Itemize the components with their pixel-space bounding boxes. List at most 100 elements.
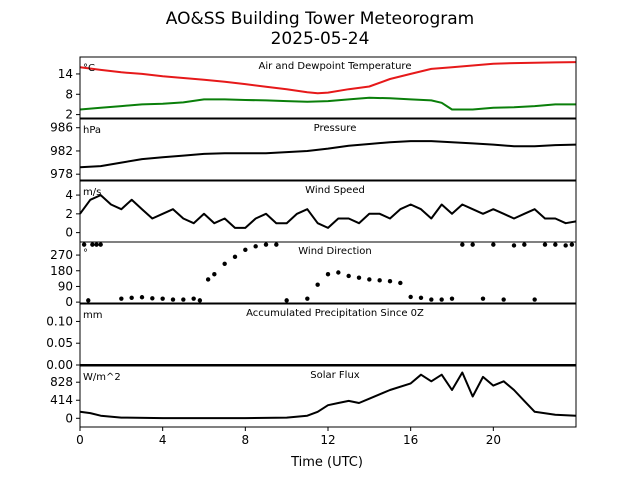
panel-4-point — [263, 242, 269, 247]
panel-1-series-line-1 — [79, 61, 577, 95]
panel-4-point — [243, 247, 248, 253]
panel-4-point — [439, 297, 444, 302]
panel-4-point — [197, 298, 203, 303]
panel-4-point — [253, 244, 258, 249]
panel-1-y-tick-label: 2 — [65, 108, 73, 122]
panel-4-point — [305, 296, 310, 301]
panel-6-y-tick-label: 414 — [50, 393, 73, 407]
panel-3-y-tick-label: 4 — [65, 188, 73, 202]
x-tick-label: 4 — [159, 433, 167, 447]
panel-1-y-tick-label: 14 — [58, 67, 73, 81]
panel-6-y-tick-label: 828 — [50, 375, 73, 389]
x-tick-label: 12 — [320, 433, 335, 447]
panel-4-point — [563, 243, 568, 248]
panel-6-title: Solar Flux — [310, 370, 360, 381]
panel-4-point — [449, 296, 455, 301]
panel-2-y-tick-label: 978 — [50, 167, 73, 181]
panel-5-title: Accumulated Precipitation Since 0Z — [246, 308, 424, 319]
panel-5-frame — [79, 303, 577, 366]
panel-4-unit-label: ° — [83, 248, 88, 259]
panel-4-point — [90, 242, 95, 247]
panels-group: 2 8 14 Air and Dewpoint Temperature °C 978 982… — [46, 56, 577, 447]
panel-2-series-line-1 — [79, 140, 577, 169]
panel-4-title: Wind Direction — [298, 246, 372, 257]
panel-4-point — [522, 242, 527, 247]
panel-1-unit-label: °C — [83, 63, 95, 74]
panel-4-point — [356, 275, 362, 280]
panel-5-y-tick-label: 0.00 — [46, 358, 73, 372]
panel-5-unit-label: mm — [83, 310, 102, 321]
panel-4-point — [429, 297, 434, 302]
panel-4-point — [205, 277, 211, 282]
panel-1-y-tick-label: 8 — [65, 87, 73, 101]
panel-4-point — [542, 242, 548, 247]
panel-4-y-tick-label: 270 — [50, 248, 73, 262]
panel-4-point — [315, 282, 320, 287]
panel-4-y-tick-label: 0 — [65, 295, 73, 309]
panel-4-point — [346, 273, 351, 279]
panel-4-point — [408, 294, 413, 300]
panel-4-point — [119, 296, 124, 301]
panel-3-unit-label: m/s — [83, 187, 101, 198]
panel-2-title: Pressure — [314, 123, 357, 134]
panel-4-point — [532, 297, 537, 302]
panel-4-point — [480, 296, 486, 301]
panel-3-y-tick-label: 2 — [65, 207, 73, 221]
figure-title-line1: AO&SS Building Tower Meteorogram — [166, 9, 474, 29]
panel-3-title: Wind Speed — [305, 185, 365, 196]
panel-4-point — [94, 242, 99, 247]
panel-3-y-tick-label: 0 — [65, 226, 73, 240]
panel-4-point — [81, 242, 87, 247]
panel-4-point — [129, 295, 134, 300]
panel-4-point — [336, 270, 341, 275]
panel-2-y-tick-label: 982 — [50, 144, 73, 158]
x-tick-label: 16 — [403, 433, 418, 447]
panel-4-point — [553, 242, 558, 247]
panel-4-point — [569, 242, 575, 247]
panel-4-point — [460, 242, 465, 247]
panel-6-unit-label: W/m^2 — [83, 372, 121, 383]
panel-4-point — [222, 261, 227, 266]
panel-4-point — [284, 298, 289, 303]
panel-4-point — [387, 279, 393, 284]
panel-4-point — [170, 297, 176, 302]
panel-2-frame — [79, 118, 577, 181]
panel-1-frame — [79, 56, 577, 119]
panel-1-series-line-2 — [79, 96, 576, 111]
panel-4-point — [86, 298, 91, 303]
panel-6-y-tick-label: 0 — [65, 411, 73, 425]
x-tick-label: 20 — [486, 433, 501, 447]
panel-2-y-tick-label: 986 — [50, 121, 73, 135]
panel-4-point — [160, 296, 165, 301]
x-tick-label: 0 — [76, 433, 84, 447]
panel-1-title: Air and Dewpoint Temperature — [259, 61, 412, 72]
panel-4-point — [367, 277, 372, 282]
panel-4-point — [274, 242, 279, 247]
panel-4-point — [191, 296, 196, 301]
panel-4-point — [398, 280, 403, 286]
panel-4-point — [181, 297, 186, 302]
panel-4-point — [232, 254, 238, 260]
panel-4-point — [98, 242, 103, 247]
figure-title-line2: 2025-05-24 — [271, 29, 370, 49]
panel-4-point — [511, 243, 517, 248]
panel-4-frame — [79, 241, 577, 304]
panel-6-series-line-1 — [79, 371, 577, 420]
panel-4-point — [212, 272, 217, 277]
panel-3-series-line-1 — [79, 194, 577, 229]
panel-4-point — [501, 297, 506, 302]
panel-4-point — [418, 295, 424, 300]
panel-4-point — [470, 242, 475, 247]
panel-5-y-tick-label: 0.05 — [46, 336, 73, 350]
panel-4-point — [491, 242, 496, 247]
panel-4-y-tick-label: 180 — [50, 264, 73, 278]
panel-4-point — [150, 296, 155, 301]
panel-4-point — [325, 272, 331, 277]
x-tick-label: 8 — [242, 433, 250, 447]
panel-5-y-tick-label: 0.10 — [46, 314, 73, 328]
panel-4-point — [377, 278, 382, 283]
panel-4-point — [139, 295, 145, 300]
panel-2-unit-label: hPa — [83, 125, 101, 136]
x-axis-label: Time (UTC) — [290, 455, 363, 470]
